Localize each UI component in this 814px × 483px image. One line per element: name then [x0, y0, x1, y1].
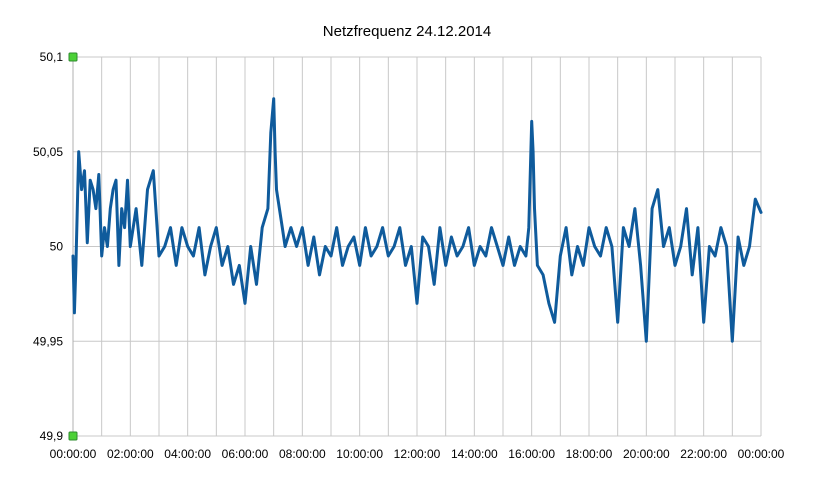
axis-end-marker: [68, 431, 78, 441]
x-tick-label: 04:00:00: [164, 447, 211, 461]
x-tick-label: 00:00:00: [738, 447, 785, 461]
x-tick-label: 18:00:00: [566, 447, 613, 461]
x-tick-label: 06:00:00: [222, 447, 269, 461]
y-tick-label: 49,95: [33, 334, 63, 348]
grid-layer: [72, 56, 762, 437]
x-tick-label: 08:00:00: [279, 447, 326, 461]
x-tick-label: 22:00:00: [680, 447, 727, 461]
x-tick-label: 00:00:00: [50, 447, 97, 461]
axis-markers: [68, 52, 78, 441]
x-tick-label: 14:00:00: [451, 447, 498, 461]
x-tick-label: 12:00:00: [394, 447, 441, 461]
x-axis-ticks: 00:00:00 02:00:00 04:00:00 06:00:00 08:00:00…: [50, 447, 785, 461]
series-line: [71, 97, 763, 343]
y-tick-label: 50,1: [40, 50, 64, 64]
axis-end-marker: [68, 52, 78, 62]
x-tick-label: 10:00:00: [336, 447, 383, 461]
x-tick-label: 02:00:00: [107, 447, 154, 461]
y-tick-label: 50,05: [33, 145, 63, 159]
chart-title: Netzfrequenz 24.12.2014: [323, 23, 491, 40]
series-layer: [71, 97, 763, 343]
y-tick-label: 50: [50, 240, 64, 254]
y-tick-label: 49,9: [40, 429, 64, 443]
x-tick-label: 20:00:00: [623, 447, 670, 461]
x-tick-label: 16:00:00: [508, 447, 555, 461]
y-axis-ticks: 50,1 50,05 50 49,95 49,9: [33, 50, 63, 443]
